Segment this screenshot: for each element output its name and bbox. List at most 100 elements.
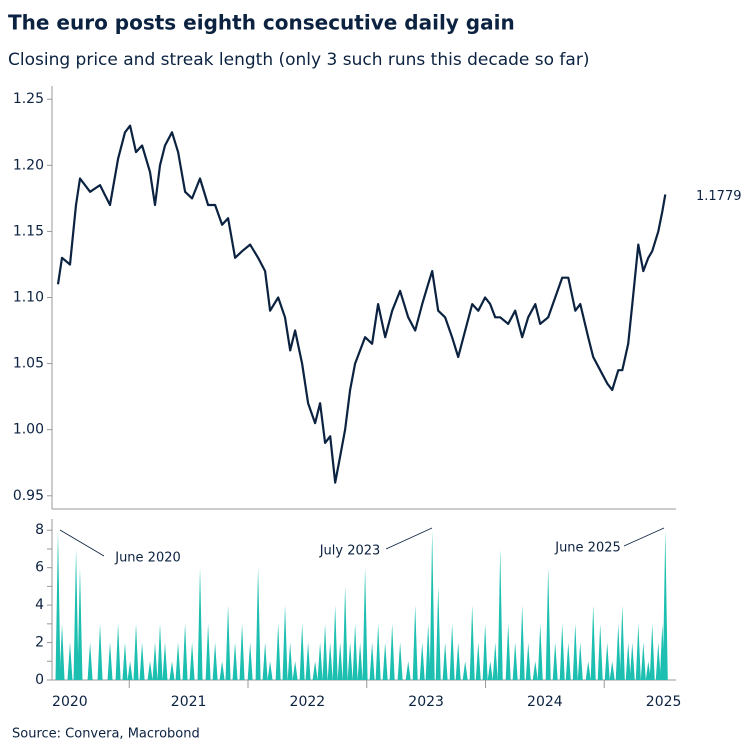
streak-spike — [442, 642, 448, 680]
streak-spike — [182, 623, 188, 680]
streak-spike — [525, 642, 531, 680]
chart-title: The euro posts eighth consecutive daily … — [8, 11, 515, 35]
annotation-line — [623, 527, 665, 547]
streak-spike — [649, 623, 655, 680]
streak-spike — [545, 567, 551, 680]
streak-spike — [292, 661, 298, 680]
streak-spike — [577, 642, 583, 680]
streak-spike — [332, 605, 338, 680]
annotation-line — [59, 529, 105, 557]
streak-spike — [412, 605, 418, 680]
streak-spike — [219, 661, 225, 680]
price-line — [56, 124, 667, 484]
streak-spike — [239, 623, 245, 680]
streak-spike — [327, 642, 333, 680]
y-tick-label: 1.25 — [13, 91, 44, 107]
streak-spike — [197, 567, 203, 680]
streak-spike — [342, 586, 348, 680]
streak-spike — [275, 623, 281, 680]
y-tick-label: 1.20 — [13, 157, 44, 173]
streak-spike — [455, 642, 461, 680]
streak-spike — [73, 548, 79, 680]
streak-spike — [497, 548, 503, 680]
chart-subtitle: Closing price and streak length (only 3 … — [8, 50, 589, 70]
streak-spike — [382, 642, 388, 680]
streak-spike — [139, 642, 145, 680]
streak-spike — [492, 642, 498, 680]
streak-spike — [189, 642, 195, 680]
streak-spike — [419, 642, 425, 680]
y-tick-label: 1.05 — [13, 356, 44, 372]
streak-spike — [169, 661, 175, 680]
y-tick-label: 1.10 — [13, 290, 44, 306]
y-tick-label: 1.00 — [13, 422, 44, 438]
streak-spike — [369, 642, 375, 680]
x-tick-label: 2021 — [171, 694, 207, 710]
streak-spike — [597, 623, 603, 680]
streak-spike — [609, 661, 615, 680]
streak-spike — [175, 642, 181, 680]
x-tick-label: 2025 — [646, 694, 682, 710]
streak-spike — [205, 623, 211, 680]
streak-spike — [625, 642, 631, 680]
streak-spike — [429, 530, 435, 680]
streak-spike — [262, 642, 268, 680]
streak-spike — [645, 661, 651, 680]
streak-spike — [505, 623, 511, 680]
streak-spike — [287, 642, 293, 680]
streak-spike — [232, 642, 238, 680]
streak-spike — [107, 642, 113, 680]
streak-spike — [152, 642, 158, 680]
streak-spike — [147, 661, 153, 680]
streak-spike — [375, 623, 381, 680]
streak-spike — [347, 642, 353, 680]
y-tick-label: 8 — [35, 522, 44, 538]
streak-spike — [590, 605, 596, 680]
annotation: June 2025 — [554, 541, 621, 556]
streak-spike — [552, 642, 558, 680]
streak-spike — [87, 642, 93, 680]
y-tick-label: 6 — [35, 560, 44, 576]
streak-spike — [537, 623, 543, 680]
streak-spike — [247, 642, 253, 680]
streak-spike — [565, 642, 571, 680]
streak-spike — [267, 661, 273, 680]
end-value-label: 1.1779 — [696, 189, 742, 204]
streak-spike — [425, 623, 431, 680]
y-tick-label: 1.15 — [13, 223, 44, 239]
x-tick-label: 2024 — [527, 694, 563, 710]
streak-spike — [322, 623, 328, 680]
streak-spike — [127, 661, 133, 680]
y-tick-label: 0.95 — [13, 488, 44, 504]
streak-spike — [619, 605, 625, 680]
streak-spike — [77, 567, 83, 680]
streak-spike — [157, 623, 163, 680]
streak-spike — [482, 623, 488, 680]
streak-spike — [225, 605, 231, 680]
streak-spike — [462, 661, 468, 680]
streak-spike — [487, 661, 493, 680]
streak-spike — [352, 623, 358, 680]
x-tick-label: 2023 — [408, 694, 444, 710]
annotation: July 2023 — [319, 544, 381, 559]
x-tick-label: 2020 — [52, 694, 88, 710]
streak-spike — [115, 623, 121, 680]
streak-spike — [532, 661, 538, 680]
streak-spike — [572, 623, 578, 680]
streak-spike — [389, 623, 395, 680]
annotation-line — [385, 527, 433, 550]
streak-spike — [405, 661, 411, 680]
streak-spike — [337, 642, 343, 680]
streak-spike — [519, 605, 525, 680]
streak-spike — [357, 642, 363, 680]
streak-spike — [362, 567, 368, 680]
streak-spike — [55, 530, 61, 680]
x-tick-label: 2022 — [290, 694, 326, 710]
source: Source: Convera, Macrobond — [12, 727, 200, 742]
y-tick-label: 4 — [35, 597, 44, 613]
annotation: June 2020 — [114, 551, 181, 566]
streak-spike — [282, 605, 288, 680]
streak-spike — [59, 623, 65, 680]
streak-spike — [629, 642, 635, 680]
streak-spike — [662, 530, 668, 680]
